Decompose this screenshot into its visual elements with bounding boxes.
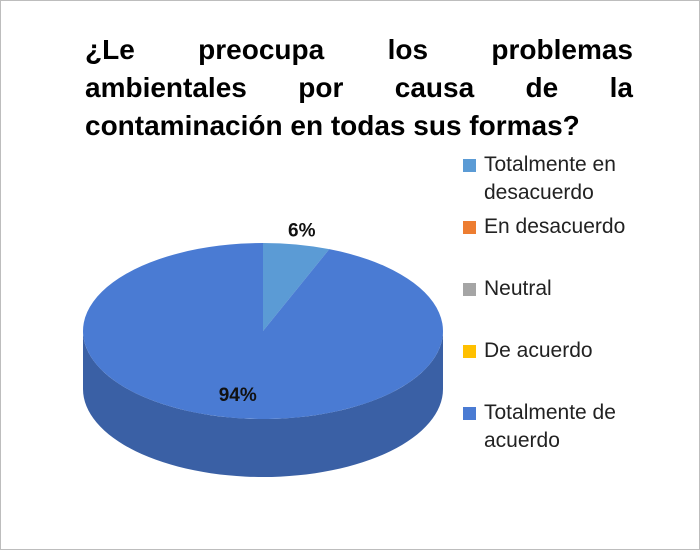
legend-swatch [463, 283, 476, 296]
legend-item: En desacuerdo [459, 213, 659, 275]
legend: Totalmente en desacuerdo En desacuerdo Neu… [459, 151, 659, 461]
legend-item: De acuerdo [459, 337, 659, 399]
legend-label: Neutral [484, 277, 552, 300]
legend-label: Totalmente en desacuerdo [484, 153, 616, 204]
slice [263, 243, 330, 331]
legend-swatch [463, 221, 476, 234]
data-label: 6% [288, 221, 316, 242]
legend-label: En desacuerdo [484, 215, 626, 238]
data-label: 94% [219, 385, 257, 406]
legend-swatch [463, 345, 476, 358]
legend-label: Totalmente de acuerdo [484, 401, 616, 452]
legend-swatch [463, 159, 476, 172]
legend-item: Totalmente en desacuerdo [459, 151, 659, 213]
legend-swatch [463, 407, 476, 420]
slice-side [83, 331, 443, 477]
slice [83, 243, 444, 419]
legend-item: Neutral [459, 275, 659, 337]
chart-title: ¿Le preocupa los problemas ambientales p… [85, 34, 633, 141]
legend-label: De acuerdo [484, 339, 593, 362]
legend-item: Totalmente de acuerdo [459, 399, 659, 461]
